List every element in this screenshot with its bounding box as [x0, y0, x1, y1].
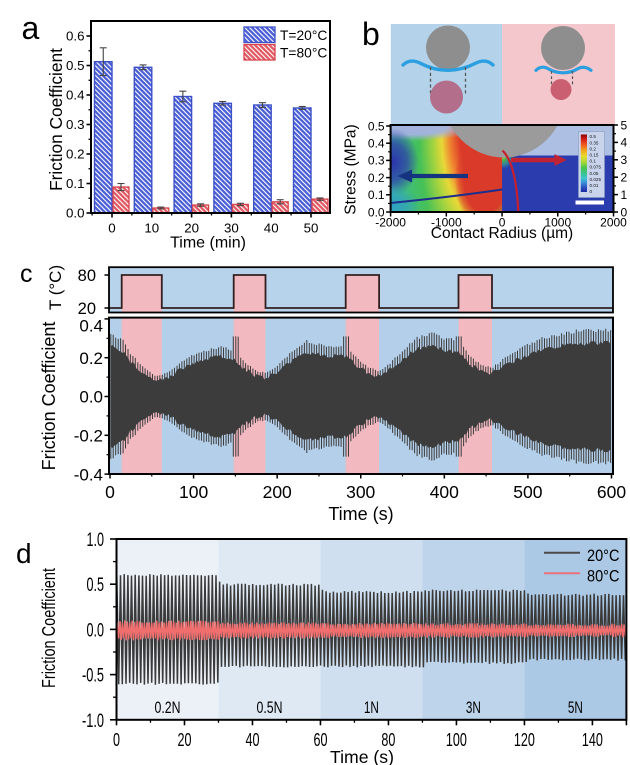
- svg-text:-0.5: -0.5: [82, 666, 104, 687]
- svg-text:Contact Radius (µm): Contact Radius (µm): [431, 225, 573, 242]
- svg-text:0.1: 0.1: [368, 188, 385, 202]
- svg-text:2000: 2000: [600, 216, 627, 230]
- svg-text:T (°C): T (°C): [46, 265, 65, 310]
- svg-text:0.1: 0.1: [66, 176, 85, 191]
- svg-text:0.2: 0.2: [590, 146, 597, 151]
- svg-text:10: 10: [144, 220, 159, 235]
- svg-text:Time (min): Time (min): [170, 235, 246, 252]
- svg-text:1: 1: [621, 188, 628, 202]
- svg-text:20: 20: [184, 220, 199, 235]
- svg-text:4: 4: [621, 136, 628, 150]
- svg-text:Stress (MPa): Stress (MPa): [343, 124, 360, 214]
- svg-text:0.3: 0.3: [368, 154, 385, 168]
- svg-text:0.4: 0.4: [79, 317, 103, 336]
- svg-text:0.5: 0.5: [87, 575, 105, 596]
- svg-text:30: 30: [224, 220, 239, 235]
- svg-text:0.5: 0.5: [66, 58, 85, 73]
- svg-text:0.01: 0.01: [590, 183, 599, 188]
- svg-text:0.5: 0.5: [590, 134, 597, 139]
- svg-text:Friction Coefficient: Friction Coefficient: [46, 48, 66, 191]
- svg-text:0.2: 0.2: [66, 147, 85, 162]
- svg-text:Time (s): Time (s): [330, 747, 394, 765]
- svg-text:c: c: [20, 260, 33, 288]
- svg-text:0.5: 0.5: [368, 119, 385, 133]
- svg-text:1N: 1N: [364, 699, 379, 717]
- svg-text:0.0: 0.0: [66, 206, 85, 221]
- svg-text:0.6: 0.6: [66, 29, 85, 44]
- svg-text:0: 0: [108, 220, 115, 235]
- svg-text:-0.4: -0.4: [74, 465, 103, 484]
- svg-text:0.075: 0.075: [590, 165, 602, 170]
- svg-text:40: 40: [264, 220, 279, 235]
- svg-text:140: 140: [582, 730, 603, 750]
- svg-text:0.1: 0.1: [590, 159, 597, 164]
- svg-text:Friction Coefficient: Friction Coefficient: [39, 322, 59, 471]
- svg-text:80: 80: [381, 730, 395, 750]
- svg-text:600: 600: [597, 482, 626, 502]
- svg-text:0: 0: [499, 216, 506, 230]
- svg-text:0: 0: [113, 730, 120, 750]
- svg-text:a: a: [22, 10, 40, 46]
- svg-text:1000: 1000: [544, 216, 571, 230]
- svg-text:d: d: [16, 538, 32, 569]
- svg-text:5N: 5N: [568, 699, 583, 717]
- svg-text:0.0: 0.0: [87, 620, 105, 641]
- svg-text:0.2N: 0.2N: [155, 699, 181, 717]
- svg-text:0: 0: [105, 482, 115, 502]
- svg-text:0.3: 0.3: [66, 117, 85, 132]
- svg-text:1.0: 1.0: [87, 530, 105, 551]
- svg-text:500: 500: [513, 482, 542, 502]
- svg-text:0.2: 0.2: [79, 349, 103, 368]
- svg-text:Friction Coefficient: Friction Coefficient: [39, 568, 59, 688]
- svg-text:0.4: 0.4: [66, 88, 85, 103]
- svg-text:Time (s): Time (s): [328, 504, 393, 524]
- svg-text:20: 20: [78, 300, 96, 318]
- svg-text:20°C: 20°C: [587, 547, 620, 565]
- svg-text:5: 5: [621, 118, 628, 132]
- svg-text:T=80°C: T=80°C: [280, 46, 327, 61]
- svg-text:0.4: 0.4: [368, 137, 385, 151]
- svg-text:80: 80: [78, 267, 96, 285]
- svg-text:T=20°C: T=20°C: [280, 28, 327, 43]
- svg-text:0.0: 0.0: [368, 205, 385, 219]
- svg-text:0.05: 0.05: [590, 171, 599, 176]
- svg-text:-1000: -1000: [431, 216, 462, 230]
- svg-text:0.2: 0.2: [368, 171, 385, 185]
- svg-text:60: 60: [314, 730, 328, 750]
- svg-text:200: 200: [263, 482, 292, 502]
- svg-text:0: 0: [590, 189, 593, 194]
- svg-text:0.5N: 0.5N: [257, 699, 283, 717]
- svg-text:80°C: 80°C: [587, 568, 620, 586]
- svg-text:b: b: [362, 16, 380, 52]
- svg-text:-0.2: -0.2: [74, 427, 103, 446]
- svg-text:-1.0: -1.0: [82, 711, 104, 732]
- svg-text:3: 3: [621, 153, 628, 167]
- svg-text:2: 2: [621, 171, 628, 185]
- svg-text:100: 100: [446, 730, 467, 750]
- svg-text:20: 20: [178, 730, 192, 750]
- svg-text:400: 400: [430, 482, 459, 502]
- svg-text:0.0: 0.0: [79, 388, 103, 407]
- svg-text:0.025: 0.025: [590, 177, 602, 182]
- svg-text:3N: 3N: [466, 699, 481, 717]
- svg-text:120: 120: [514, 730, 535, 750]
- svg-text:50: 50: [304, 220, 319, 235]
- svg-text:100: 100: [179, 482, 208, 502]
- svg-text:40: 40: [246, 730, 260, 750]
- svg-text:0.15: 0.15: [590, 153, 599, 158]
- svg-text:0: 0: [621, 205, 628, 219]
- svg-text:-2000: -2000: [375, 216, 406, 230]
- svg-text:300: 300: [346, 482, 375, 502]
- svg-text:0.35: 0.35: [590, 140, 599, 145]
